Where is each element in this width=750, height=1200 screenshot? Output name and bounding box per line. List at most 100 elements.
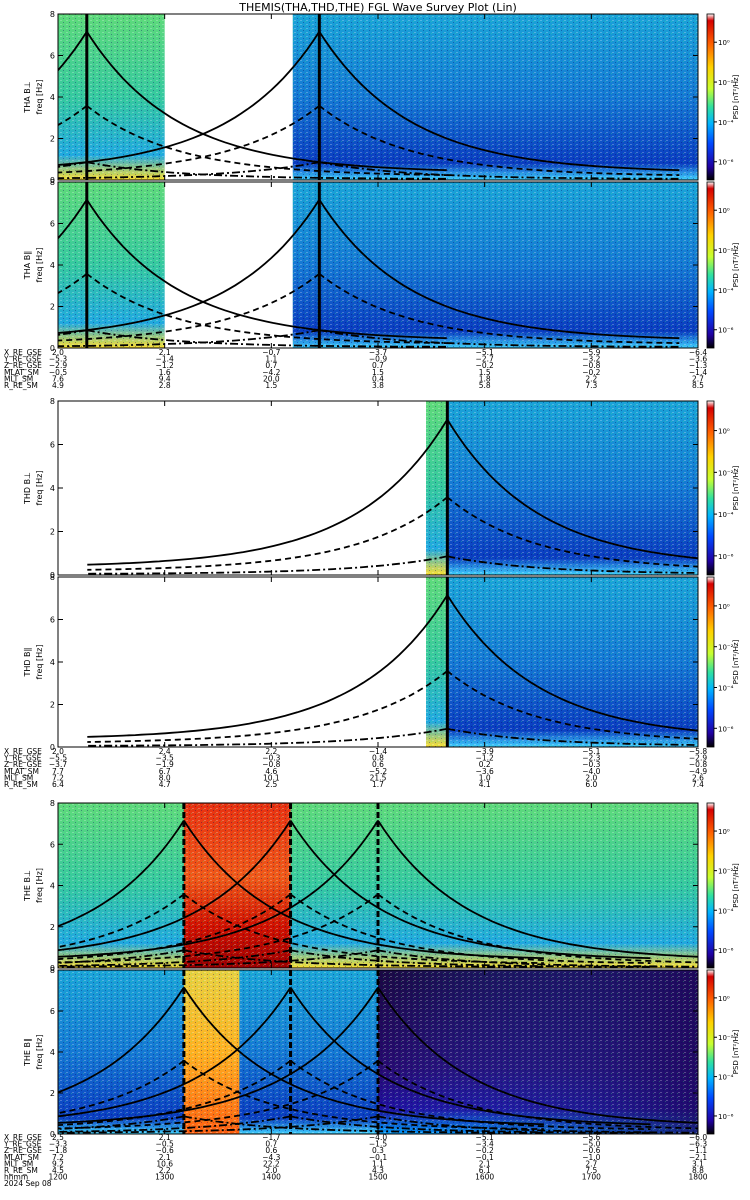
ephemeris-value: −0.7 bbox=[262, 348, 280, 357]
panel-label: THD B⊥ bbox=[23, 472, 32, 505]
ephemeris-row-label: X_RE_GSE bbox=[4, 747, 42, 756]
colorbar-tick-label: 10⁻² bbox=[718, 868, 734, 876]
ephemeris-value: −1.2 bbox=[156, 361, 174, 370]
spectrogram-panel: 0 2 4 6 8 THE B⊥ freq [Hz] bbox=[23, 799, 699, 973]
y-axis-label: freq [Hz] bbox=[35, 1035, 44, 1070]
y-tick-label: 8 bbox=[50, 966, 55, 975]
colorbar-label: PSD [nT²/Hz] bbox=[732, 74, 740, 119]
frequency-curve bbox=[58, 949, 291, 967]
ephemeris-value: 0.3 bbox=[372, 1146, 384, 1155]
ephemeris-value: 2.8 bbox=[159, 381, 171, 390]
ephemeris-row-label: MLAT_SM bbox=[4, 368, 39, 377]
ephemeris-value: 0.6 bbox=[265, 1146, 277, 1155]
colorbar-tick-label: 10⁻⁴ bbox=[718, 1074, 734, 1082]
colorbar-tick-label: 10⁻⁴ bbox=[718, 287, 734, 295]
ephemeris-value: −3.9 bbox=[476, 747, 494, 756]
ephemeris-value: 1.5 bbox=[479, 368, 491, 377]
ephemeris-value: 7.5 bbox=[585, 1166, 597, 1175]
ephemeris-value: −4.0 bbox=[369, 1133, 387, 1142]
frequency-curve bbox=[58, 31, 321, 166]
colorbar-label: PSD [nT²/Hz] bbox=[732, 465, 740, 510]
y-tick-label: 8 bbox=[50, 178, 55, 187]
frequency-curve bbox=[86, 329, 447, 348]
colorbar-tick-label: 10⁻² bbox=[718, 644, 734, 652]
frequency-curve bbox=[86, 105, 447, 176]
colorbar-tick-label: 10⁻⁶ bbox=[718, 553, 734, 561]
ephemeris-value: −5.9 bbox=[582, 348, 600, 357]
frequency-curve bbox=[446, 419, 698, 560]
cyclotron-curves bbox=[58, 14, 680, 180]
ephemeris-value: −4.3 bbox=[262, 1153, 280, 1162]
colorbar-tick-label: 10⁻² bbox=[718, 469, 734, 477]
ephemeris-table: X_RE_GSE 2.5 2.1 −1.7 −4.0 −5.1 −5.6 −6.0 Y_RE_G… bbox=[3, 1133, 708, 1188]
ephemeris-row-label: X_RE_GSE bbox=[4, 1133, 42, 1142]
ephemeris-value: −1.8 bbox=[49, 1146, 67, 1155]
ephemeris-value: −1.3 bbox=[689, 361, 707, 370]
ephemeris-value: 4.1 bbox=[479, 780, 491, 789]
frequency-curve bbox=[318, 105, 680, 176]
frequency-curve bbox=[58, 949, 379, 968]
ephemeris-table: X_RE_GSE 2.0 2.4 2.2 −1.4 −3.9 −5.1 −5.8 Y_RE_GS… bbox=[3, 747, 707, 789]
ephemeris-value: 3.8 bbox=[372, 381, 384, 390]
ephemeris-value: −1.0 bbox=[582, 1153, 600, 1162]
ephemeris-row-label: MLT_SM bbox=[4, 374, 33, 383]
frequency-curve bbox=[289, 893, 651, 964]
ephemeris-value: −5.1 bbox=[476, 1133, 494, 1142]
spectrogram-panel: 0 2 4 6 8 THA B∥ freq [Hz] bbox=[23, 178, 699, 353]
frequency-curve bbox=[319, 329, 680, 348]
ephemeris-value: 1.0 bbox=[479, 773, 491, 782]
frequency-curve bbox=[58, 986, 185, 1094]
frequency-curve bbox=[86, 31, 447, 172]
ephemeris-value: 6.7 bbox=[159, 767, 171, 776]
x-tick-label: 1500 bbox=[368, 1173, 387, 1182]
ephemeris-value: 7.2 bbox=[52, 773, 64, 782]
ephemeris-value: −0.2 bbox=[476, 1146, 494, 1155]
frequency-curve bbox=[58, 986, 292, 1118]
frequency-curve bbox=[87, 496, 448, 571]
frequency-curve bbox=[86, 199, 447, 340]
spectrogram-panel: 0 2 4 6 8 THD B∥ freq [Hz] bbox=[23, 573, 699, 752]
ephemeris-value: 2.6 bbox=[692, 773, 704, 782]
frequency-curve bbox=[446, 670, 698, 740]
ephemeris-value: 4.7 bbox=[159, 780, 171, 789]
ephemeris-value: 1.1 bbox=[265, 355, 277, 364]
x-tick-label: 1600 bbox=[475, 1173, 494, 1182]
frequency-curve bbox=[58, 893, 379, 964]
frequency-curve bbox=[58, 161, 320, 180]
y-tick-label: 2 bbox=[50, 135, 55, 144]
ephemeris-value: −1.2 bbox=[476, 754, 494, 763]
ephemeris-value: −3.4 bbox=[476, 1140, 494, 1149]
ephemeris-row-label: R_RE_SM bbox=[4, 381, 38, 390]
frequency-curve bbox=[87, 727, 448, 747]
colorbar-tick-label: 10⁻⁶ bbox=[718, 947, 734, 955]
colorbar bbox=[706, 181, 715, 349]
colorbar bbox=[706, 802, 715, 969]
ephemeris-value: 2.2 bbox=[585, 374, 597, 383]
ephemeris-row-label: R_RE_SM bbox=[4, 780, 38, 789]
y-tick-label: 8 bbox=[50, 799, 55, 808]
cyclotron-curves bbox=[87, 577, 698, 747]
ephemeris-value: 1.6 bbox=[159, 368, 171, 377]
ephemeris-value: 8.5 bbox=[692, 381, 704, 390]
ephemeris-value: 21.5 bbox=[370, 773, 387, 782]
ephemeris-value: −3.5 bbox=[156, 754, 174, 763]
y-tick-label: 0 bbox=[50, 743, 55, 752]
y-tick-label: 0 bbox=[50, 571, 55, 580]
frequency-curve bbox=[183, 1059, 544, 1130]
ephemeris-value: −3.7 bbox=[369, 348, 387, 357]
colorbar-label: PSD [nT²/Hz] bbox=[732, 639, 740, 684]
frequency-curve bbox=[58, 820, 292, 952]
ephemeris-value: −3.6 bbox=[689, 355, 707, 364]
ephemeris-value: −5.0 bbox=[582, 1140, 600, 1149]
colorbar-tick-label: 10⁻⁴ bbox=[718, 119, 734, 127]
ephemeris-value: −6.3 bbox=[689, 1140, 707, 1149]
frequency-curve bbox=[58, 1115, 379, 1134]
y-axis-label: freq [Hz] bbox=[35, 248, 44, 283]
ephemeris-row-label: MLAT_SM bbox=[4, 767, 39, 776]
ephemeris-value: −0.3 bbox=[262, 754, 280, 763]
ephemeris-row-label: Y_RE_GSE bbox=[3, 355, 42, 364]
frequency-curve bbox=[183, 893, 544, 964]
colorbar-tick-label: 10⁰ bbox=[718, 39, 730, 47]
ephemeris-value: 1.8 bbox=[479, 374, 491, 383]
ephemeris-value: 1.5 bbox=[372, 368, 384, 377]
